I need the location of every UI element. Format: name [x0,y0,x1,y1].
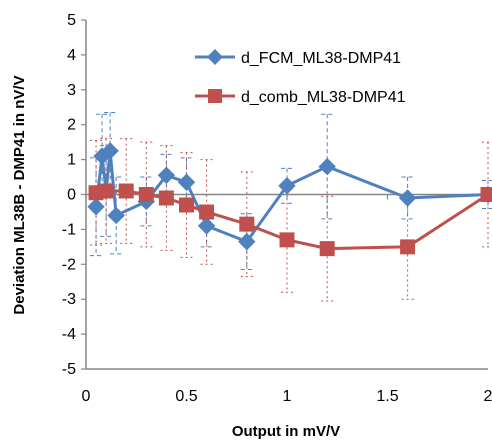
data-point-fcm [177,173,196,191]
y-tick-label: 3 [67,82,76,99]
data-point-fcm [278,177,296,195]
legend: d_FCM_ML38-DMP41 d_comb_ML38-DMP41 [195,49,406,106]
x-tick-label: 0 [82,388,91,405]
legend-label-fcm: d_FCM_ML38-DMP41 [241,50,401,67]
y-tick-label: -5 [62,361,76,378]
axes: 5 4 3 2 1 0 -1 -2 -3 -4 -5 0 0.5 1 1.5 2 [62,12,492,405]
data-point-comb [138,187,154,202]
legend-marker-comb [208,89,222,103]
data-point-comb [400,239,416,255]
data-point-fcm [157,166,176,185]
y-tick-label: 1 [67,152,76,169]
data-point-comb [158,190,174,206]
data-point-fcm [107,206,125,225]
legend-item-comb: d_comb_ML38-DMP41 [195,89,406,106]
y-tick-label: 4 [67,47,76,64]
legend-marker-fcm [207,49,223,65]
data-point-fcm [318,157,336,176]
data-point-fcm [197,217,216,235]
data-point-comb [480,187,492,202]
data-point-fcm [238,232,256,251]
data-point-comb [239,216,255,232]
y-ticks: 5 4 3 2 1 0 -1 -2 -3 -4 -5 [62,12,86,378]
x-tick-label: 1.5 [376,388,398,405]
y-tick-label: 2 [67,117,76,134]
y-tick-label: -2 [62,256,76,273]
y-tick-label: 5 [67,12,76,29]
y-tick-label: -3 [62,291,76,308]
x-ticks: 0 0.5 1 1.5 2 [82,194,492,405]
y-axis-title: Deviation ML38B - DMP41 in nV/V [11,75,28,314]
series-markers-layer [87,142,492,257]
error-bars-layer [90,111,492,302]
data-point-comb [279,232,295,248]
data-point-comb [98,183,114,199]
y-tick-label: -1 [62,221,76,238]
data-point-fcm [87,198,105,216]
data-point-comb [179,197,194,213]
data-point-comb [319,241,335,257]
data-point-comb [118,183,134,199]
x-tick-label: 1 [283,388,292,405]
y-tick-label: -4 [62,326,76,343]
x-tick-label: 2 [484,388,492,405]
data-point-comb [199,204,215,220]
data-point-fcm [398,189,417,207]
y-tick-label: 0 [67,187,76,204]
x-tick-label: 0.5 [175,388,197,405]
data-point-fcm [101,142,119,160]
legend-item-fcm: d_FCM_ML38-DMP41 [195,49,401,67]
x-axis-title: Output in mV/V [232,423,340,440]
legend-label-comb: d_comb_ML38-DMP41 [241,89,406,106]
